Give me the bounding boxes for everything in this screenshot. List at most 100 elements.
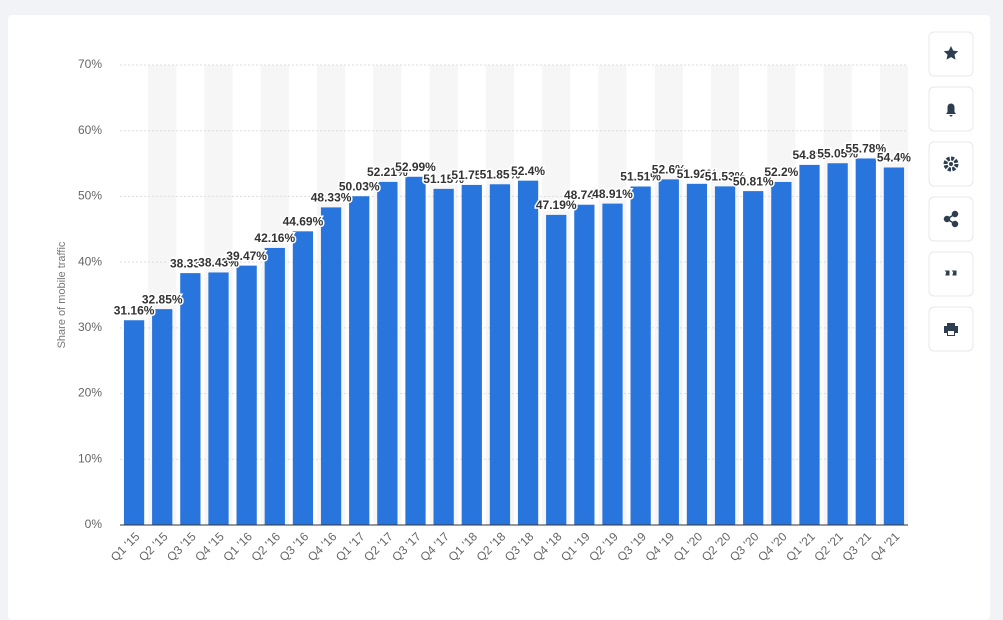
data-label: 51.92% [677,167,718,181]
x-tick-label: Q4 '15 [192,529,227,564]
share-button[interactable] [928,196,974,242]
x-tick-label: Q4 '20 [755,529,790,564]
data-label: 39.47% [226,249,267,263]
bar [883,167,905,525]
x-tick-label: Q4 '19 [643,529,678,564]
data-label: 51.85% [480,167,521,181]
bar [546,214,567,525]
x-tick-label: Q4 '18 [530,529,565,564]
bar [152,309,173,525]
data-label: 44.69% [283,214,324,228]
data-label: 48.74% [564,188,605,202]
toolbar [928,31,974,352]
bar [123,320,145,525]
y-tick-label: 70% [78,57,102,71]
x-tick-label: Q4 '21 [868,529,903,564]
x-tick-label: Q1 '18 [446,529,481,564]
data-label: 52.99% [395,160,436,174]
data-label: 51.75% [451,168,492,182]
alert-button[interactable] [928,86,974,132]
bar [292,231,314,525]
x-tick-label: Q2 '15 [136,529,171,564]
x-tick-label: Q3 '15 [164,529,199,564]
data-label: 52.6% [652,163,686,177]
data-label: 32.85% [142,292,183,306]
x-tick-label: Q1 '15 [108,529,143,564]
x-tick-label: Q3 '21 [840,529,875,564]
data-label: 50.81% [733,174,774,188]
bar [236,265,257,525]
y-tick-label: 0% [85,517,103,531]
x-tick-label: Q1 '21 [783,529,818,564]
data-label: 51.53% [705,170,746,184]
x-tick-label: Q2 '20 [699,529,734,564]
data-label: 38.43% [198,256,239,270]
data-label: 42.16% [254,231,295,245]
x-tick-label: Q3 '18 [502,529,537,564]
y-tick-label: 10% [78,451,102,465]
x-tick-label: Q2 '16 [249,529,284,564]
x-tick-label: Q2 '19 [586,529,621,564]
data-label: 54.8% [792,148,826,162]
x-tick-label: Q1 '16 [220,529,255,564]
x-tick-label: Q1 '20 [671,529,706,564]
bar [461,184,482,525]
bar [264,247,285,525]
y-tick-label: 60% [78,123,102,137]
data-label: 52.4% [511,164,545,178]
print-button[interactable] [928,306,974,352]
x-tick-label: Q2 '21 [811,529,846,564]
bar [208,272,229,525]
data-label: 38.33% [170,256,211,270]
bar [630,186,651,525]
bar [771,181,792,525]
data-label: 52.2% [764,165,798,179]
y-tick-label: 40% [78,254,102,268]
data-label: 55.05% [817,146,858,160]
bar [349,196,370,525]
data-label: 47.19% [536,198,577,212]
cite-button[interactable] [928,251,974,297]
x-tick-label: Q3 '19 [614,529,649,564]
x-tick-label: Q3 '20 [727,529,762,564]
x-tick-label: Q1 '17 [333,529,368,564]
bar [320,207,342,525]
bar [377,181,398,526]
y-tick-label: 30% [78,320,102,334]
bar [433,188,454,525]
x-tick-label: Q2 '17 [361,529,396,564]
bar [827,163,848,525]
data-label: 51.51% [620,170,661,184]
y-tick-label: 50% [78,189,102,203]
data-label: 48.33% [311,191,352,205]
bar [405,176,426,525]
data-label: 50.03% [339,179,380,193]
data-label: 31.16% [114,303,155,317]
bar [799,164,820,525]
bar [855,158,876,525]
data-label: 52.21% [367,165,408,179]
settings-button[interactable] [928,141,974,187]
bar [602,203,623,525]
data-label: 48.91% [592,187,633,201]
y-tick-label: 20% [78,386,102,400]
data-label: 55.78% [845,142,886,156]
y-axis-label: Share of mobile traffic [56,241,68,348]
bar [574,204,595,526]
bar [517,180,539,525]
x-tick-label: Q4 '16 [305,529,340,564]
data-label: 51.15% [423,172,464,186]
data-label: 54.4% [877,151,911,165]
bar [714,186,736,526]
x-tick-label: Q3 '17 [389,529,424,564]
bar [743,191,764,525]
bar [658,179,679,526]
bar [489,184,511,525]
x-tick-label: Q4 '17 [417,529,452,564]
bar [180,273,201,525]
favorite-button[interactable] [928,31,974,77]
x-tick-label: Q1 '19 [558,529,593,564]
x-tick-label: Q3 '16 [277,529,312,564]
